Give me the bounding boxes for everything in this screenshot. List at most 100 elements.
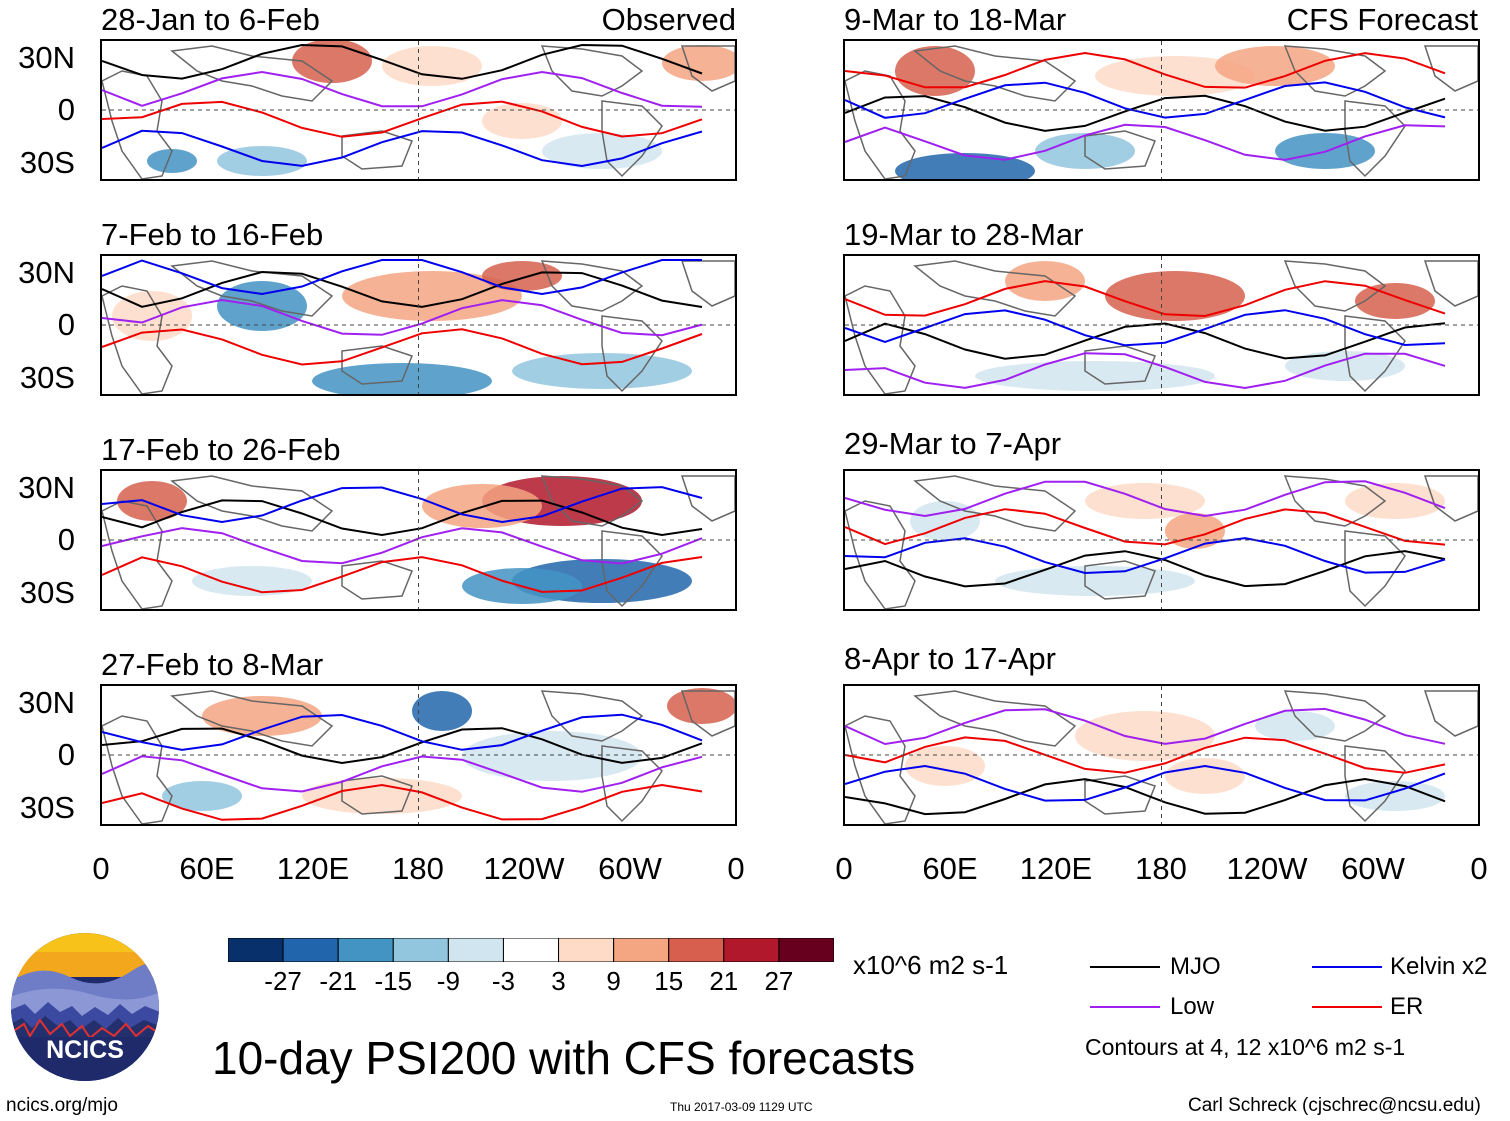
- colorbar: [227, 937, 835, 963]
- colorbar-swatch: [282, 937, 339, 963]
- coastline: [845, 285, 916, 394]
- wave-contour: [102, 527, 703, 565]
- footer-url[interactable]: ncics.org/mjo: [6, 1095, 118, 1116]
- colorbar-swatch: [337, 937, 394, 963]
- panel-title-right-1: 9-Mar to 18-Mar: [844, 2, 1067, 37]
- map-field: [845, 686, 1478, 824]
- anomaly-blob: [1355, 283, 1435, 319]
- coastline: [680, 260, 735, 307]
- map-field: [102, 471, 735, 609]
- coastline: [170, 260, 334, 317]
- coastline: [913, 45, 1077, 102]
- lon-label-left-60e: 60E: [179, 851, 235, 886]
- coastline: [1084, 560, 1156, 600]
- lat-30n-4: 30N: [18, 685, 75, 720]
- anomaly-blob: [905, 746, 985, 786]
- map-field: [845, 41, 1478, 179]
- wave-contour: [102, 100, 703, 138]
- coastline: [341, 130, 413, 170]
- anomaly-blob: [512, 353, 692, 389]
- map-panel-right-2: [843, 254, 1480, 396]
- coastline: [1084, 775, 1156, 815]
- lat-30n-2: 30N: [18, 255, 75, 290]
- lon-label-left-60w: 60W: [598, 851, 662, 886]
- colorbar-swatch: [613, 937, 670, 963]
- wave-contour: [102, 755, 703, 793]
- colorbar-tick-label: 3: [551, 966, 566, 996]
- coastline: [601, 100, 663, 178]
- anomaly-blob: [1345, 483, 1445, 519]
- lon-label-right-60w: 60W: [1341, 851, 1405, 886]
- wave-contour: [845, 51, 1446, 89]
- map-field: [102, 256, 735, 394]
- anomaly-blob: [292, 41, 372, 83]
- anomaly-blob: [1075, 711, 1215, 761]
- coastline: [1344, 315, 1406, 393]
- coastline: [170, 45, 334, 102]
- coastline: [1423, 45, 1478, 92]
- lon-label-right-0: 0: [835, 851, 853, 886]
- coastline: [102, 715, 173, 824]
- lon-label-left-0-end: 0: [727, 851, 745, 886]
- wave-contour: [845, 777, 1446, 816]
- coastline: [341, 560, 413, 600]
- coastline: [1423, 690, 1478, 737]
- wave-contour: [845, 764, 1446, 802]
- panel-title-left-1: 28-Jan to 6-Feb: [101, 2, 320, 37]
- colorbar-units: x10^6 m2 s-1: [853, 950, 1009, 980]
- panel-title-left-2: 7-Feb to 16-Feb: [101, 217, 324, 252]
- observed-label: Observed: [601, 2, 736, 37]
- lon-label-right-0-end: 0: [1470, 851, 1488, 886]
- anomaly-blob: [482, 103, 562, 139]
- map-panel-right-1: [843, 39, 1480, 181]
- colorbar-tick-label: 21: [709, 966, 739, 996]
- wave-contour: [845, 550, 1446, 588]
- colorbar-swatch: [392, 937, 449, 963]
- anomaly-blob: [1215, 46, 1335, 86]
- panel-title-right-4: 8-Apr to 17-Apr: [844, 641, 1056, 676]
- lon-label-right-180: 180: [1135, 851, 1187, 886]
- wave-contour: [845, 480, 1446, 518]
- coastline: [540, 45, 644, 97]
- legend-label-mjo: MJO: [1170, 953, 1221, 980]
- coastline: [170, 475, 334, 532]
- coastline: [341, 345, 413, 385]
- map-field: [845, 471, 1478, 609]
- logo-text: NCICS: [46, 1036, 124, 1064]
- coastline: [540, 475, 644, 527]
- coastline: [680, 690, 735, 737]
- wave-contour: [102, 259, 702, 296]
- coastline: [845, 500, 916, 609]
- legend-line-er: [1312, 1006, 1382, 1008]
- colorbar-swatch: [502, 937, 560, 963]
- wave-contour: [102, 783, 703, 821]
- coastline: [1283, 690, 1387, 742]
- legend-line-kelvin: [1312, 966, 1382, 968]
- colorbar-tick-label: -3: [491, 966, 516, 996]
- coastline: [1344, 100, 1406, 178]
- wave-contour: [845, 280, 1446, 318]
- colorbar-tick-label: -9: [436, 966, 460, 996]
- wave-contour: [102, 499, 703, 537]
- colorbar-swatch: [447, 937, 504, 963]
- ncics-logo: NCICS: [10, 932, 160, 1082]
- wave-contour: [102, 486, 703, 524]
- colorbar-tick-label: 27: [764, 966, 794, 996]
- anomaly-blob: [1105, 271, 1245, 321]
- coastline: [913, 260, 1077, 317]
- anomaly-blob: [1345, 781, 1445, 811]
- coastline: [1283, 45, 1387, 97]
- anomaly-blob: [412, 691, 472, 731]
- lat-30n-1: 30N: [18, 40, 75, 75]
- coastline: [1423, 475, 1478, 522]
- cfs-forecast-label: CFS Forecast: [1286, 2, 1478, 37]
- map-panel-left-4: [100, 684, 737, 826]
- coastline: [1423, 260, 1478, 307]
- lat-30s-4: 30S: [19, 790, 75, 825]
- lon-label-left-180: 180: [392, 851, 444, 886]
- lon-label-left-120w: 120W: [483, 851, 565, 886]
- lon-label-right-120w: 120W: [1226, 851, 1308, 886]
- coastline: [102, 500, 173, 609]
- footer-author: Carl Schreck (cjschrec@ncsu.edu): [1188, 1095, 1481, 1116]
- coastline: [680, 475, 735, 522]
